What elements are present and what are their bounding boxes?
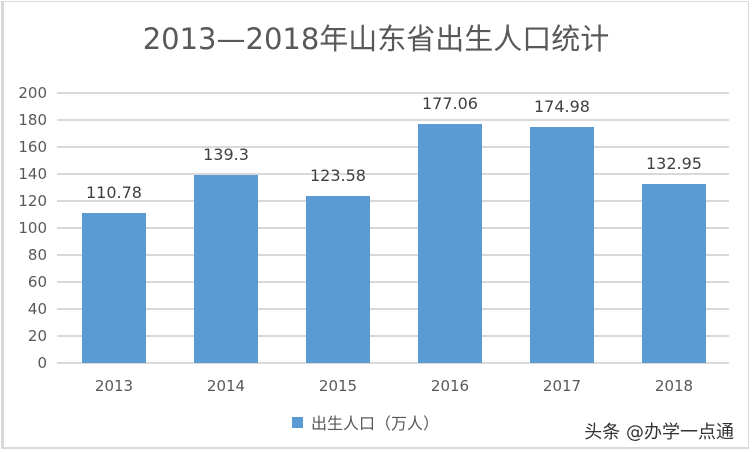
gridline [57,200,729,202]
y-tick-label: 120 [18,192,47,210]
gridline [57,362,729,364]
watermark: 头条 @办学一点通 [584,422,734,443]
bar-2013 [82,213,146,363]
gridline [57,119,729,121]
gridline [57,308,729,310]
gridline [57,254,729,256]
gridline [57,281,729,283]
bar-2014 [194,175,258,363]
bar-2018 [642,184,706,363]
x-tick-label: 2016 [430,377,470,395]
y-tick-label: 140 [18,165,47,183]
x-tick-label: 2017 [542,377,582,395]
gridline [57,173,729,175]
gridline [57,92,729,94]
data-label: 139.3 [203,145,249,164]
legend: 出生人口（万人） [292,410,439,434]
chart-title: 2013—2018年山东省出生人口统计 [142,22,610,56]
bar-2015 [306,196,370,363]
data-label: 174.98 [534,97,590,116]
data-label: 110.78 [86,183,142,202]
y-tick-label: 80 [27,246,47,264]
y-tick-label: 20 [27,327,47,345]
gridline [57,335,729,337]
bar-2017 [530,127,594,363]
data-label: 177.06 [422,94,478,113]
y-tick-label: 180 [18,111,47,129]
bar-2016 [418,124,482,363]
data-label: 132.95 [646,154,702,173]
y-tick-label: 40 [27,300,47,318]
legend-label: 出生人口（万人） [311,414,440,433]
y-tick-label: 160 [18,138,47,156]
y-tick-label: 60 [27,273,47,291]
y-tick-label: 0 [37,354,47,372]
x-tick-label: 2018 [654,377,694,395]
legend-swatch-icon [292,416,303,428]
gridline [57,146,729,148]
y-tick-label: 100 [18,219,47,237]
gridline [57,227,729,229]
data-label: 123.58 [310,166,366,185]
x-tick-label: 2013 [94,377,134,395]
x-tick-label: 2014 [206,377,246,395]
x-tick-label: 2015 [318,377,358,395]
y-tick-label: 200 [18,84,47,102]
